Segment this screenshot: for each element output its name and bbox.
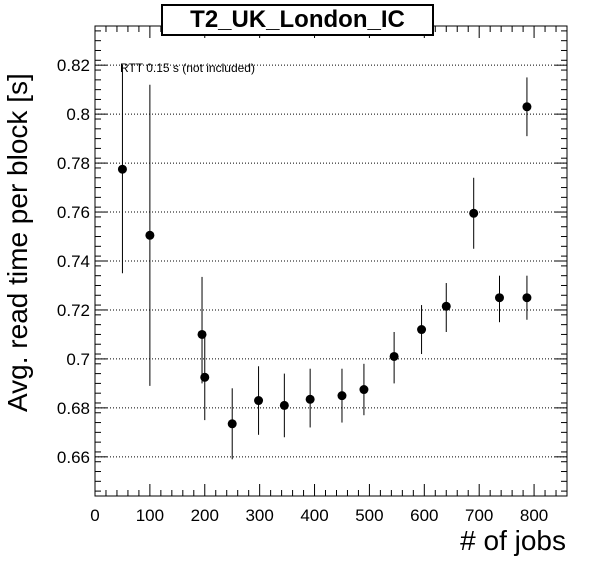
data-point: [359, 385, 369, 395]
data-point: [305, 394, 315, 404]
data-point: [117, 164, 127, 174]
x-tick-label: 800: [520, 506, 548, 525]
data-point: [145, 230, 155, 240]
data-point: [469, 208, 479, 218]
data-point: [227, 419, 237, 429]
x-tick-label: 300: [245, 506, 273, 525]
y-tick-label: 0.8: [66, 105, 90, 124]
x-tick-label: 600: [410, 506, 438, 525]
x-tick-label: 100: [136, 506, 164, 525]
x-tick-label: 500: [355, 506, 383, 525]
data-point: [389, 351, 399, 361]
x-tick-label: 700: [465, 506, 493, 525]
data-point: [441, 301, 451, 311]
y-tick-label: 0.76: [57, 203, 90, 222]
x-axis-label: # of jobs: [460, 525, 566, 556]
y-axis-ticks: 0.66 0.68 0.7 0.72 0.74 0.76 0.78 0.8 0.82: [57, 30, 567, 492]
data-points: [117, 65, 532, 460]
x-tick-label: 400: [300, 506, 328, 525]
data-point: [522, 293, 532, 303]
y-axis-label: Avg. read time per block [s]: [2, 73, 33, 412]
data-point: [337, 391, 347, 401]
y-tick-label: 0.74: [57, 252, 90, 271]
y-tick-label: 0.82: [57, 56, 90, 75]
grid-lines: [95, 64, 567, 458]
y-tick-label: 0.68: [57, 399, 90, 418]
y-tick-label: 0.78: [57, 154, 90, 173]
data-point: [279, 400, 289, 410]
x-tick-label: 0: [90, 506, 99, 525]
y-tick-label: 0.66: [57, 448, 90, 467]
data-point: [522, 102, 532, 112]
plot-frame: [94, 25, 568, 497]
data-point: [494, 293, 504, 303]
y-tick-label: 0.72: [57, 301, 90, 320]
data-point: [254, 396, 264, 406]
x-tick-label: 200: [191, 506, 219, 525]
data-point: [200, 372, 210, 382]
data-point: [417, 325, 427, 335]
rtt-annotation: RTT 0.15 s (not included): [120, 61, 255, 75]
y-tick-label: 0.7: [66, 350, 90, 369]
data-point: [197, 329, 207, 339]
x-axis-ticks: 0 100 200 300 400 500 600 700 800: [90, 26, 557, 525]
chart-title: T2_UK_London_IC: [161, 4, 434, 36]
